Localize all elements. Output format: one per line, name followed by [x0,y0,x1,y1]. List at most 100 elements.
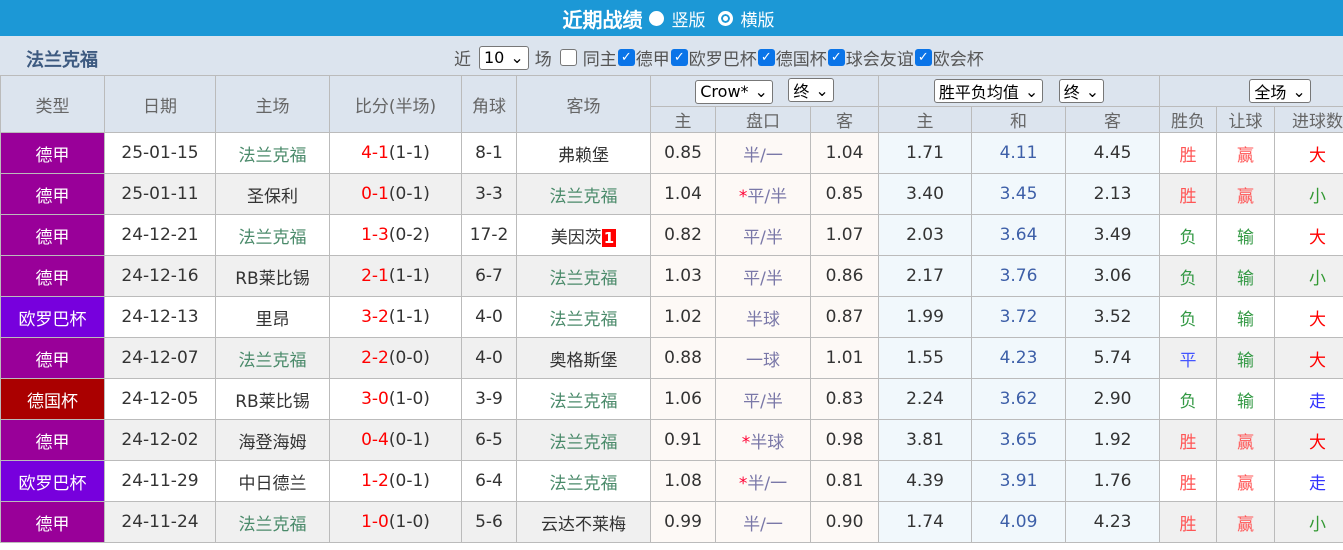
away-team-cell[interactable]: 法兰克福 [516,255,651,297]
competition-type[interactable]: 欧罗巴杯 [0,460,105,502]
layout-radio-horizontal[interactable] [717,10,733,26]
asian-home-odds: 0.91 [650,419,716,461]
filter-bar: 法兰克福 近 10 ⌄ 场 同主 ✓ 德甲 ✓ 欧罗巴杯 ✓ 德国杯 ✓ 球会友谊 ✓ 欧会杯 [0,36,1343,75]
competition-checkbox[interactable]: ✓ [914,49,932,66]
handicap-value: 平/半 [743,227,783,248]
goals-result: 大 [1274,337,1343,379]
competition-checkbox[interactable]: ✓ [757,49,775,66]
competition-type[interactable]: 德甲 [0,173,105,215]
competition-checkbox[interactable]: ✓ [617,49,635,66]
away-team-cell[interactable]: 法兰克福 [516,378,651,420]
euro-home-odds: 2.17 [878,255,973,297]
handicap-value: 平/半 [747,186,788,207]
home-team[interactable]: RB莱比锡 [215,378,330,420]
handicap-line: 一球 [715,337,811,379]
euro-away-odds: 3.49 [1065,214,1161,256]
half-time-score: (1-1) [388,307,430,327]
period-select[interactable]: 全场 ⌄ [1249,79,1311,103]
away-team-cell[interactable]: 弗赖堡 [516,132,651,174]
col-away: 客场 [516,75,651,133]
handicap-result: 输 [1216,296,1276,338]
away-team-cell[interactable]: 法兰克福 [516,419,651,461]
away-team-cell[interactable]: 美因茨 1 [516,214,651,256]
col-type: 类型 [0,75,105,133]
match-count-value: 10 [484,48,505,67]
match-count-select[interactable]: 10 ⌄ [479,45,529,70]
match-result: 负 [1159,214,1218,256]
home-team[interactable]: 法兰克福 [215,337,330,379]
table-row: 德甲 24-12-02 海登海姆 0-4(0-1) 6-5 法兰克福 0.91 … [0,419,1343,461]
away-team-cell[interactable]: 法兰克福 [516,296,651,338]
score[interactable]: 3-2(1-1) [329,296,462,338]
score[interactable]: 1-3(0-2) [329,214,462,256]
away-team-cell[interactable]: 法兰克福 [516,173,651,215]
home-team[interactable]: 里昂 [215,296,330,338]
asian-stage-select[interactable]: 终 ⌄ [788,78,834,103]
away-team-cell[interactable]: 法兰克福 [516,460,651,502]
euro-type-select[interactable]: 胜平负均值 ⌄ [933,79,1044,103]
match-date: 24-11-24 [104,501,216,543]
score[interactable]: 2-2(0-0) [329,337,462,379]
competition-checkbox[interactable]: ✓ [670,49,688,66]
company-select[interactable]: Crow* ⌄ [695,79,773,104]
euro-stage-value: 终 [1063,83,1080,102]
home-team[interactable]: RB莱比锡 [215,255,330,297]
asian-home-odds: 1.04 [650,173,716,215]
home-team[interactable]: 中日德兰 [215,460,330,502]
corners: 4-0 [461,337,517,379]
handicap-line: 半/一 [715,501,811,543]
competition-type[interactable]: 德甲 [0,214,105,256]
score[interactable]: 0-4(0-1) [329,419,462,461]
corners: 8-1 [461,132,517,174]
home-team[interactable]: 圣保利 [215,173,330,215]
corners: 4-0 [461,296,517,338]
score[interactable]: 0-1(0-1) [329,173,462,215]
match-date: 24-12-13 [104,296,216,338]
competition-label: 德甲 [635,50,670,70]
full-time-score: 4-1 [361,143,389,163]
corners: 17-2 [461,214,517,256]
asian-away-odds: 1.01 [809,337,880,379]
away-team-cell[interactable]: 云达不莱梅 [516,501,651,543]
same-home-label: 同主 [582,50,617,70]
euro-home-odds: 3.81 [878,419,973,461]
euro-stage-select[interactable]: 终 ⌄ [1058,79,1105,103]
table-row: 德国杯 24-12-05 RB莱比锡 3-0(1-0) 3-9 法兰克福 1.0… [0,378,1343,420]
col-handicap-result: 让球 [1216,106,1276,133]
layout-radio-vertical[interactable] [648,10,664,26]
handicap-result: 赢 [1216,132,1276,174]
corners: 6-4 [461,460,517,502]
handicap-value: 半球 [746,309,780,330]
goals-result: 小 [1274,255,1343,297]
competition-type[interactable]: 德甲 [0,337,105,379]
handicap-line: 半/一 [715,132,811,174]
full-time-score: 1-2 [361,471,389,491]
away-team-cell[interactable]: 奥格斯堡 [516,337,651,379]
competition-type[interactable]: 德甲 [0,501,105,543]
competition-type[interactable]: 德甲 [0,255,105,297]
home-team[interactable]: 法兰克福 [215,214,330,256]
score[interactable]: 3-0(1-0) [329,378,462,420]
competition-type[interactable]: 德甲 [0,419,105,461]
same-home-checkbox[interactable] [559,49,577,66]
euro-away-odds: 4.23 [1065,501,1161,543]
competition-label: 欧罗巴杯 [688,50,757,70]
competition-type[interactable]: 欧罗巴杯 [0,296,105,338]
competition-type[interactable]: 德甲 [0,132,105,174]
score[interactable]: 4-1(1-1) [329,132,462,174]
euro-home-odds: 1.71 [878,132,973,174]
competition-type[interactable]: 德国杯 [0,378,105,420]
home-team[interactable]: 法兰克福 [215,132,330,174]
handicap-line: *半/一 [715,460,811,502]
score[interactable]: 1-0(1-0) [329,501,462,543]
competition-checkbox[interactable]: ✓ [827,49,845,66]
table-row: 欧罗巴杯 24-11-29 中日德兰 1-2(0-1) 6-4 法兰克福 1.0… [0,460,1343,502]
match-date: 24-12-16 [104,255,216,297]
half-time-score: (0-0) [388,348,430,368]
table-row: 欧罗巴杯 24-12-13 里昂 3-2(1-1) 4-0 法兰克福 1.02 … [0,296,1343,338]
home-team[interactable]: 海登海姆 [215,419,330,461]
score[interactable]: 2-1(1-1) [329,255,462,297]
home-team[interactable]: 法兰克福 [215,501,330,543]
score[interactable]: 1-2(0-1) [329,460,462,502]
handicap-result: 输 [1216,214,1276,256]
